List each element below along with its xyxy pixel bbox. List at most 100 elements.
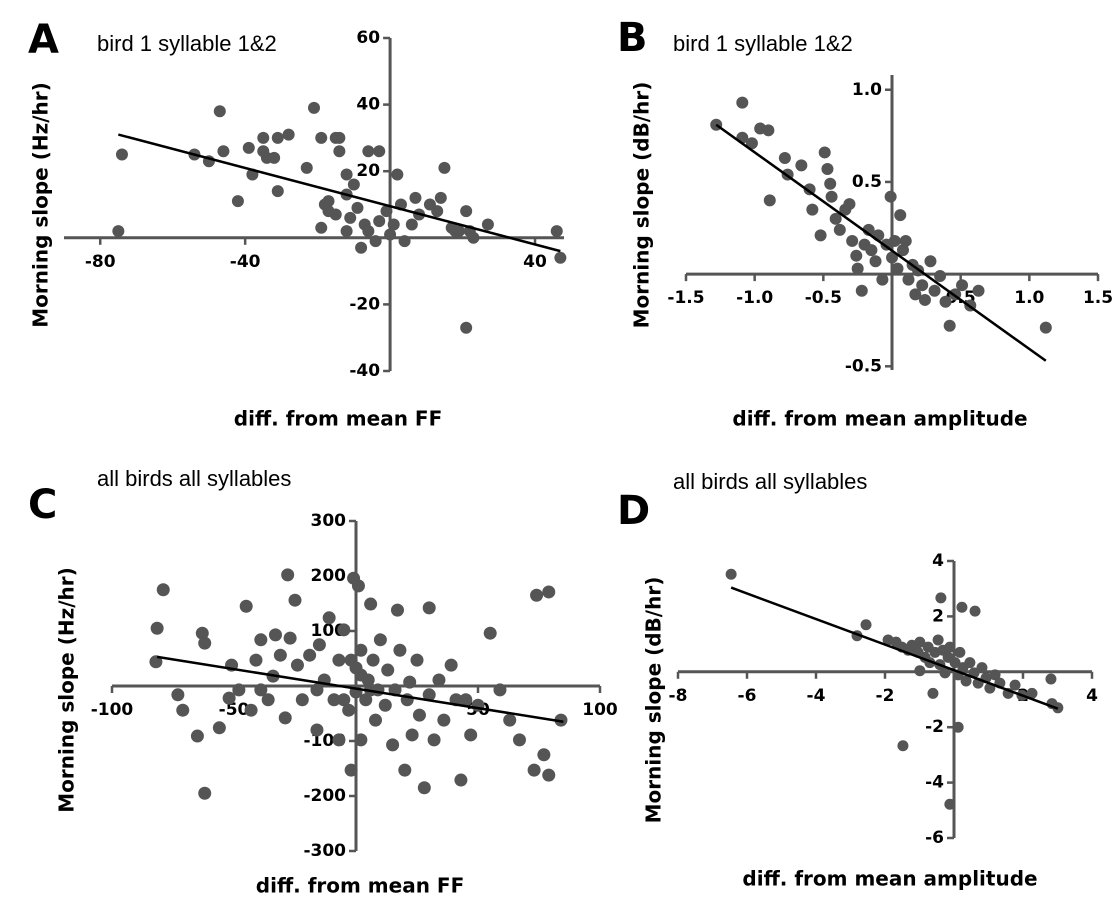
point (315, 131, 328, 144)
point (956, 279, 969, 292)
point (944, 798, 956, 810)
x-tick-label: -8 (669, 686, 688, 706)
point (283, 631, 297, 645)
point (327, 693, 341, 707)
point (409, 191, 422, 204)
point (295, 693, 309, 707)
point (935, 592, 947, 604)
point (387, 218, 400, 231)
point (150, 621, 164, 635)
point (300, 161, 313, 174)
point (869, 255, 882, 268)
point (351, 579, 365, 593)
point (902, 273, 915, 286)
point (989, 669, 1001, 681)
point (846, 234, 859, 247)
point (384, 228, 397, 241)
point (288, 593, 302, 607)
y-axis-label: Morning slope (dB/hr) (630, 82, 654, 329)
point (393, 643, 407, 657)
point (897, 740, 909, 752)
y-tick-label: 60 (356, 28, 380, 48)
x-axis-label: diff. from mean FF (234, 407, 442, 431)
point (344, 763, 358, 777)
y-tick-label: 4 (932, 551, 944, 571)
point (763, 194, 776, 207)
point (1045, 673, 1057, 685)
point (865, 244, 878, 257)
point (112, 225, 125, 238)
point (464, 728, 478, 742)
x-tick-label: -1.5 (667, 288, 704, 308)
point (322, 611, 336, 625)
point (364, 597, 378, 611)
point (369, 235, 382, 248)
point (398, 235, 411, 248)
y-tick-label: -300 (303, 841, 346, 861)
point (454, 773, 468, 787)
point (914, 636, 926, 648)
x-tick-label: 40 (523, 252, 547, 272)
point (373, 215, 386, 228)
point (952, 721, 964, 733)
point (310, 683, 324, 697)
point (762, 124, 775, 137)
y-tick-label: 40 (356, 95, 380, 115)
point (850, 249, 863, 262)
point (310, 723, 324, 737)
panel-letter: A (28, 17, 59, 63)
panel-letter: C (28, 482, 57, 528)
trend-line (118, 133, 561, 253)
point (412, 708, 426, 722)
point (354, 733, 368, 747)
point (268, 151, 281, 164)
trend-line (730, 586, 1059, 710)
trend-line (715, 123, 1047, 362)
point (460, 321, 473, 334)
point (422, 601, 436, 615)
point (315, 221, 328, 234)
point (876, 273, 889, 286)
y-tick-label: 100 (311, 621, 347, 641)
point (254, 633, 268, 647)
point (934, 269, 947, 282)
point (554, 251, 567, 264)
y-tick-label: 20 (356, 161, 380, 181)
y-tick-label: -20 (349, 294, 380, 314)
point (278, 711, 292, 725)
point (1009, 679, 1021, 691)
point (390, 603, 404, 617)
y-tick-label: -0.5 (845, 356, 882, 376)
y-axis-label: Morning slope (dB/hr) (642, 577, 666, 824)
point (362, 145, 375, 158)
point (332, 653, 346, 667)
point (928, 284, 941, 297)
point (725, 568, 737, 580)
point (176, 703, 190, 717)
y-axis-label: Morning slope (Hz/hr) (55, 567, 79, 813)
point (542, 768, 556, 782)
point (333, 131, 346, 144)
point (403, 675, 417, 689)
y-tick-label: -6 (925, 828, 944, 848)
point (437, 713, 451, 727)
panel-title: bird 1 syllable 1&2 (97, 31, 277, 56)
point (422, 688, 436, 702)
point (149, 655, 163, 669)
point (156, 583, 170, 597)
x-axis-label: diff. from mean amplitude (742, 867, 1037, 891)
point (257, 131, 270, 144)
point (190, 729, 204, 743)
x-tick-label: 4 (1086, 686, 1098, 706)
point (924, 255, 937, 268)
point (927, 687, 939, 699)
point (232, 683, 246, 697)
point (344, 211, 357, 224)
point (530, 588, 544, 602)
point (290, 658, 304, 672)
y-tick-label: 300 (311, 511, 347, 531)
x-tick-label: -4 (807, 686, 826, 706)
x-axis-label: diff. from mean FF (256, 874, 464, 898)
point (537, 748, 551, 762)
point (542, 585, 556, 599)
